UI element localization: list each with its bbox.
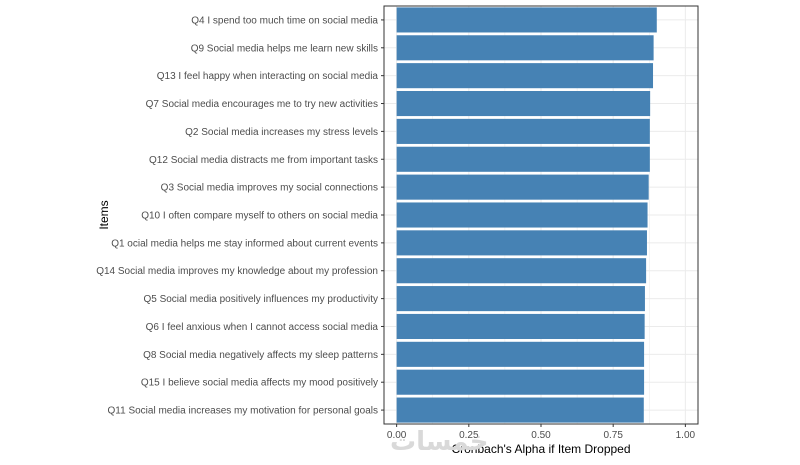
y-tick-label: Q15 I believe social media affects my mo… <box>141 378 378 389</box>
x-tick-label: 0.00 <box>387 430 407 441</box>
bar-2 <box>396 35 654 61</box>
y-tick-label: Q3 Social media improves my social conne… <box>161 183 378 194</box>
bar-9 <box>396 230 647 256</box>
bar-14 <box>396 369 645 395</box>
x-axis-title: Cronbach's Alpha if Item Dropped <box>451 442 630 456</box>
bar-15 <box>396 397 644 423</box>
bar-4 <box>396 90 651 117</box>
bar-3 <box>396 63 654 89</box>
x-tick-label: 1.00 <box>676 430 696 441</box>
bar-6 <box>396 146 650 172</box>
y-tick-label: Q14 Social media improves my knowledge a… <box>96 266 378 277</box>
y-tick-label: Q2 Social media increases my stress leve… <box>185 127 378 138</box>
y-tick-label: Q13 I feel happy when interacting on soc… <box>157 71 379 82</box>
y-tick-label: Q5 Social media positively influences my… <box>143 294 378 305</box>
bar-13 <box>396 341 645 367</box>
bar-10 <box>396 258 647 284</box>
bar-11 <box>396 286 645 312</box>
bar-5 <box>396 118 650 144</box>
bar-1 <box>396 7 657 33</box>
y-tick-label: Q11 Social media increases my motivation… <box>108 406 379 417</box>
y-tick-label: Q9 Social media helps me learn new skill… <box>191 43 378 54</box>
y-tick-label: Q12 Social media distracts me from impor… <box>149 155 378 166</box>
y-tick-label: Q10 I often compare myself to others on … <box>141 211 378 222</box>
bar-7 <box>396 174 649 200</box>
y-tick-label: Q6 I feel anxious when I cannot access s… <box>146 322 379 333</box>
y-tick-label: Q4 I spend too much time on social media <box>191 15 378 26</box>
bar-8 <box>396 202 648 228</box>
y-axis-title: Items <box>97 200 111 229</box>
y-tick-label: Q1 ocial media helps me stay informed ab… <box>111 238 378 249</box>
x-tick-label: 0.75 <box>603 430 623 441</box>
watermark-text: خمسات <box>390 426 489 456</box>
bar-12 <box>396 313 645 340</box>
x-tick-label: 0.25 <box>459 430 479 441</box>
x-tick-label: 0.50 <box>531 430 551 441</box>
y-tick-label: Q7 Social media encourages me to try new… <box>146 99 378 110</box>
y-tick-label: Q8 Social media negatively affects my sl… <box>143 350 378 361</box>
